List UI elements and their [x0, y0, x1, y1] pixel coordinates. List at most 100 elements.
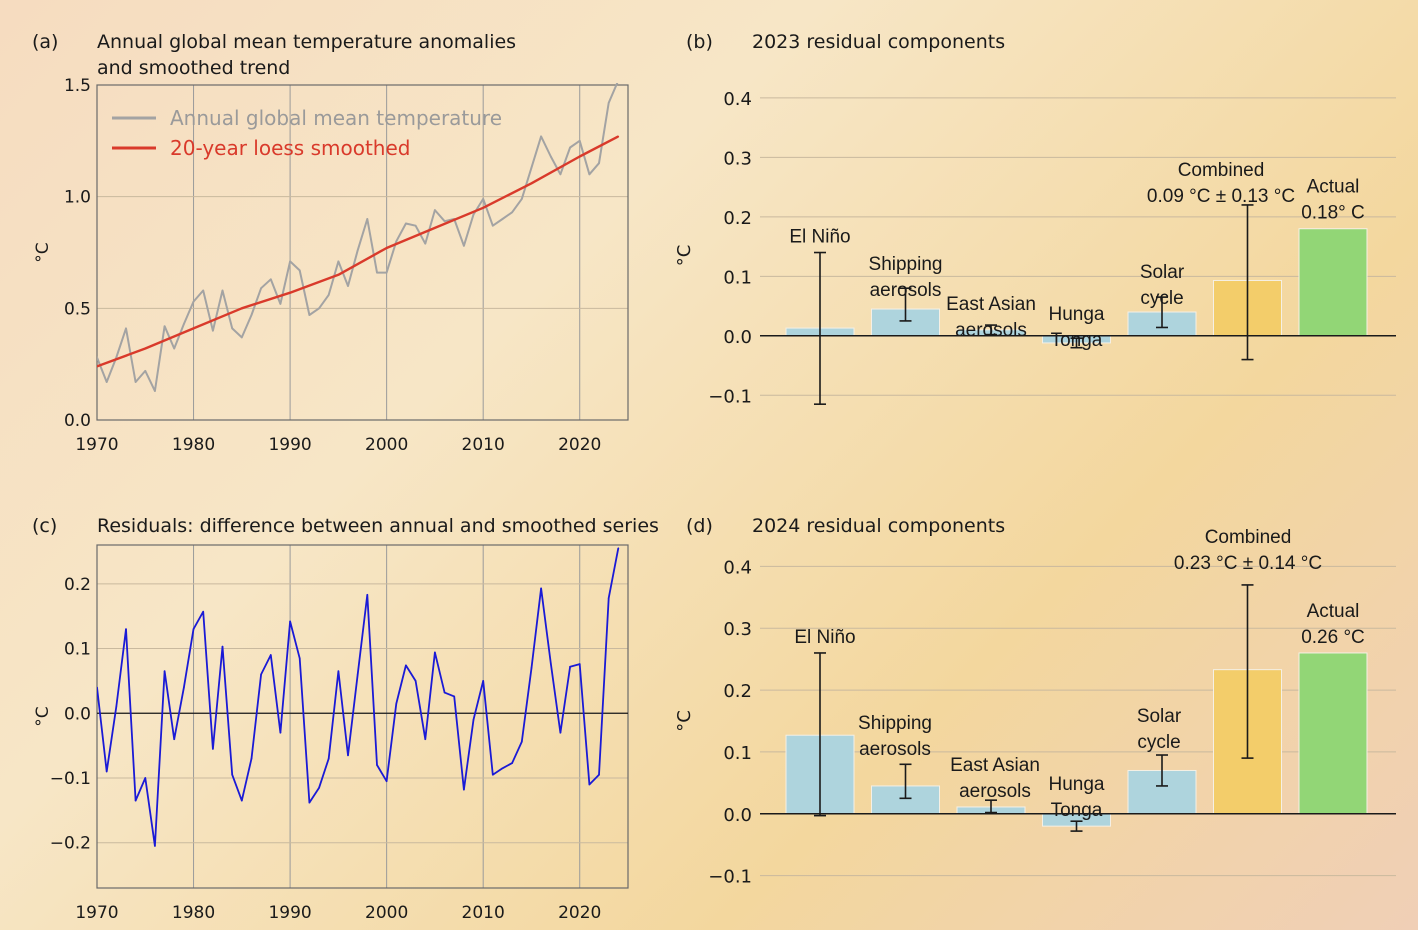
- data-point: [337, 274, 340, 276]
- data-point: [463, 245, 465, 247]
- y-tick-label: 0.1: [723, 267, 752, 288]
- data-point: [617, 135, 620, 138]
- data-point: [183, 686, 185, 689]
- data-point: [559, 731, 562, 734]
- bar-label: Hunga: [1049, 774, 1105, 795]
- data-point: [414, 224, 417, 227]
- data-point: [308, 801, 311, 804]
- y-tick-label: 0.0: [723, 805, 752, 826]
- bar-label: aerosols: [959, 781, 1031, 802]
- y-tick-label: 0.0: [723, 327, 752, 348]
- data-point: [134, 799, 137, 802]
- data-point: [588, 173, 591, 176]
- data-point: [530, 166, 533, 169]
- data-point: [569, 146, 571, 149]
- data-point: [241, 336, 243, 339]
- data-point: [202, 289, 204, 292]
- bar-label: 0.23 °C ± 0.14 °C: [1174, 553, 1322, 574]
- y-tick-label: 0.3: [723, 619, 752, 640]
- data-point: [501, 767, 504, 770]
- data-point: [318, 786, 320, 789]
- y-tick-label: 0.4: [723, 89, 752, 110]
- x-tick-label: 1990: [268, 435, 311, 455]
- data-point: [578, 155, 581, 158]
- data-point: [424, 738, 427, 740]
- data-point: [492, 224, 494, 227]
- data-point: [212, 329, 214, 332]
- y-tick-label: 0.1: [64, 640, 91, 660]
- data-point: [260, 673, 262, 676]
- data-point: [385, 271, 388, 274]
- data-point: [269, 654, 272, 656]
- bar-label: Hunga: [1049, 304, 1105, 325]
- data-point: [453, 695, 456, 698]
- data-point: [97, 365, 98, 368]
- chart-title: 2024 residual components: [752, 515, 1005, 537]
- data-point: [607, 597, 610, 599]
- data-point: [154, 845, 156, 847]
- data-point: [202, 610, 204, 613]
- data-point: [231, 773, 233, 776]
- data-point: [549, 155, 552, 158]
- panel-a: (a) Annual global mean temperature anomal…: [32, 31, 629, 455]
- data-point: [134, 381, 137, 383]
- data-point: [105, 770, 108, 773]
- data-point: [241, 307, 243, 310]
- data-point: [250, 757, 253, 760]
- y-tick-label: 1.5: [64, 76, 91, 96]
- data-point: [318, 307, 320, 310]
- data-point: [530, 667, 533, 669]
- data-point: [463, 788, 465, 791]
- data-point: [327, 757, 330, 760]
- data-point: [192, 300, 195, 303]
- legend-entry: 20-year loess smoothed: [170, 136, 410, 160]
- y-tick-label: 1.0: [64, 188, 91, 208]
- data-point: [308, 314, 311, 316]
- y-tick-label: −0.1: [708, 386, 752, 407]
- data-point: [347, 754, 349, 757]
- data-point: [578, 140, 581, 142]
- data-point: [540, 587, 542, 590]
- bar-label: aerosols: [955, 320, 1027, 341]
- chart-title: 2023 residual components: [752, 31, 1005, 53]
- bar-label: Combined: [1178, 160, 1265, 181]
- data-point: [549, 662, 552, 665]
- data-point: [212, 748, 214, 750]
- data-point: [617, 547, 620, 550]
- data-point: [356, 249, 359, 252]
- data-point: [482, 207, 484, 209]
- chart-title-line: Residuals: difference between annual and…: [97, 515, 659, 537]
- bar-label: Shipping: [869, 254, 943, 275]
- chart-title-line: and smoothed trend: [97, 57, 290, 79]
- y-tick-label: 0.4: [723, 557, 752, 578]
- data-point: [443, 691, 446, 694]
- plot-frame: [96, 544, 629, 889]
- data-point: [163, 325, 166, 328]
- data-point: [588, 783, 591, 786]
- data-point: [144, 347, 147, 350]
- data-point: [434, 651, 436, 654]
- y-axis-label: °C: [674, 710, 695, 732]
- data-point: [511, 762, 513, 764]
- data-point: [289, 291, 291, 294]
- series-line-smoothed: [97, 135, 619, 368]
- y-tick-label: 0.2: [723, 208, 752, 229]
- bar-label: 0.18° C: [1301, 203, 1365, 224]
- data-point: [144, 370, 147, 372]
- data-point: [327, 294, 330, 296]
- data-point: [356, 673, 359, 676]
- x-tick-label: 1980: [172, 903, 215, 923]
- panel-d: (d) 2024 residual components −0.1 0.0 0.1 0.2…: [674, 515, 1396, 888]
- data-point: [298, 269, 301, 272]
- data-point: [578, 663, 581, 665]
- data-point: [115, 705, 118, 708]
- x-tick-label: 2010: [462, 435, 505, 455]
- y-axis-label: °C: [674, 245, 695, 267]
- data-point: [618, 80, 620, 82]
- x-tick-label: 2010: [462, 903, 505, 923]
- y-tick-label: −0.1: [50, 769, 91, 789]
- bar: [1298, 228, 1368, 337]
- data-point: [125, 327, 127, 330]
- data-point: [385, 780, 388, 783]
- data-point: [105, 381, 108, 383]
